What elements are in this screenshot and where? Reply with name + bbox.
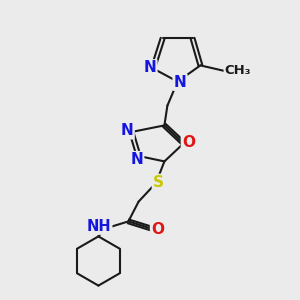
Text: N: N [174, 75, 186, 90]
Text: O: O [151, 222, 164, 237]
Text: N: N [130, 152, 143, 167]
Text: N: N [144, 60, 156, 75]
Text: O: O [182, 135, 195, 150]
Text: CH₃: CH₃ [225, 64, 251, 77]
Text: N: N [121, 123, 134, 138]
Text: NH: NH [87, 219, 111, 234]
Text: S: S [153, 175, 164, 190]
